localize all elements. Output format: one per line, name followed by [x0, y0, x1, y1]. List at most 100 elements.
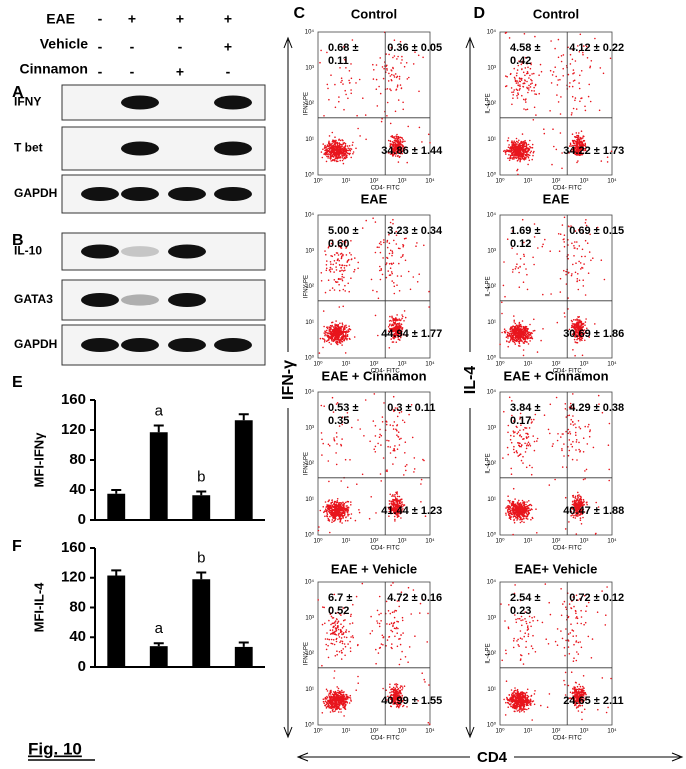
treatment-label: Vehicle — [40, 36, 88, 52]
quadrant-value: 0.72 ± 0.12 — [569, 592, 625, 604]
flow-x-tick: 10¹ — [524, 539, 533, 545]
treatment-mark: - — [178, 39, 183, 55]
flow-x-tick: 10³ — [398, 539, 407, 545]
flow-y-tick: 10³ — [305, 425, 314, 431]
flow-y-tick: 10¹ — [305, 687, 314, 693]
flow-x-tick: 10³ — [580, 729, 589, 735]
bar-annotation: a — [155, 620, 164, 637]
flow-y-tick: 10² — [487, 651, 496, 657]
flow-x-tick: 10⁴ — [425, 538, 435, 545]
flow-y-tick: 10⁰ — [487, 172, 497, 179]
flow-title: EAE — [543, 191, 570, 206]
blot-band — [168, 338, 206, 352]
blot-band — [214, 187, 252, 201]
flow-axis-label: IL-4 — [462, 366, 479, 395]
flow-events — [500, 583, 612, 721]
treatment-mark: - — [226, 64, 231, 80]
flow-x-tick: 10² — [370, 362, 379, 368]
flow-x-tick: 10⁰ — [495, 728, 505, 735]
flow-x-tick: 10⁴ — [425, 728, 435, 735]
flow-y-tick: 10³ — [305, 248, 314, 254]
treatment-mark: + — [128, 11, 136, 27]
flow-x-tick: 10⁴ — [425, 178, 435, 185]
flow-x-tick: 10¹ — [342, 179, 351, 185]
error-bar — [153, 424, 164, 433]
treatment-mark: - — [98, 11, 103, 27]
flow-x-label: CD4- FITC — [553, 736, 583, 742]
flow-y-tick: 10⁰ — [305, 532, 315, 539]
y-tick-label: 40 — [69, 481, 86, 498]
flow-x-label: CD4- FITC — [371, 369, 401, 375]
quadrant-value: 24.65 ± 2.11 — [563, 695, 624, 707]
blot-band — [168, 244, 206, 259]
flow-y-tick: 10² — [305, 651, 314, 657]
y-tick-label: 160 — [61, 539, 86, 556]
error-bar — [111, 489, 122, 494]
treatment-label: Cinnamon — [20, 61, 88, 77]
error-bar — [196, 571, 207, 580]
flow-y-label: IL-4-PE — [486, 276, 492, 296]
quadrant-value: 4.72 ± 0.16 — [387, 592, 443, 604]
treatment-mark: + — [224, 39, 232, 55]
flow-y-tick: 10⁰ — [487, 532, 497, 539]
flow-x-tick: 10¹ — [342, 539, 351, 545]
axis-label-bg — [461, 352, 479, 408]
flow-title: EAE + Cinnamon — [321, 368, 426, 383]
y-tick-label: 80 — [69, 598, 86, 615]
flow-x-tick: 10¹ — [524, 362, 533, 368]
flow-x-tick: 10⁰ — [313, 178, 323, 185]
flow-x-tick: 10² — [370, 539, 379, 545]
flow-x-tick: 10² — [552, 179, 561, 185]
flow-events — [317, 393, 427, 534]
treatment-mark: + — [224, 11, 232, 27]
quadrant-value: 5.00 ± 0.60 — [328, 225, 359, 250]
quadrant-value: 4.12 ± 0.22 — [569, 42, 625, 54]
panel-label: C — [293, 5, 305, 22]
blot-band — [121, 338, 159, 352]
flow-y-tick: 10⁴ — [487, 389, 497, 396]
flow-x-tick: 10² — [552, 729, 561, 735]
quadrant-value: 41.44 ± 1.23 — [381, 505, 443, 517]
flow-axis-label: CD4 — [477, 749, 508, 766]
flow-y-tick: 10² — [305, 284, 314, 290]
blot-band — [168, 293, 206, 307]
panel-label: B — [12, 232, 24, 249]
blot-band — [121, 95, 159, 110]
quadrant-value: 2.54 ± 0.23 — [510, 592, 541, 617]
flow-y-tick: 10² — [305, 461, 314, 467]
bar — [234, 420, 253, 520]
blot-band — [121, 187, 159, 201]
flow-x-tick: 10⁰ — [495, 538, 505, 545]
flow-x-label: CD4- FITC — [371, 546, 401, 552]
flow-plot-frame — [499, 581, 613, 726]
quadrant-value: 3.84 ± 0.17 — [510, 402, 541, 427]
flow-y-tick: 10⁴ — [305, 579, 315, 586]
flow-x-tick: 10⁰ — [313, 728, 323, 735]
panel-label: D — [473, 5, 485, 22]
flow-x-tick: 10³ — [580, 539, 589, 545]
panel-label: E — [12, 374, 23, 391]
quadrant-value: 34.86 ± 1.44 — [381, 145, 443, 157]
blot-band — [121, 141, 159, 156]
flow-y-tick: 10¹ — [305, 137, 314, 143]
flow-y-tick: 10¹ — [487, 497, 496, 503]
flow-events — [317, 582, 431, 725]
flow-plot-frame — [317, 31, 431, 176]
flow-x-tick: 10³ — [580, 179, 589, 185]
quadrant-value: 0.36 ± 0.05 — [387, 42, 443, 54]
flow-x-tick: 10¹ — [342, 362, 351, 368]
flow-y-label: IL-4-PE — [486, 643, 492, 663]
flow-y-tick: 10³ — [487, 425, 496, 431]
flow-y-tick: 10⁴ — [487, 212, 497, 219]
axis-label-bg — [470, 748, 514, 766]
flow-x-tick: 10¹ — [342, 729, 351, 735]
flow-y-tick: 10⁴ — [487, 29, 497, 36]
flow-y-tick: 10⁴ — [305, 29, 315, 36]
quadrant-value: 44.94 ± 1.77 — [381, 328, 443, 340]
flow-plot-frame — [499, 214, 613, 359]
y-axis-label: MFI-IL-4 — [31, 582, 46, 633]
treatment-mark: + — [176, 11, 184, 27]
blot-label: GATA3 — [14, 292, 53, 306]
